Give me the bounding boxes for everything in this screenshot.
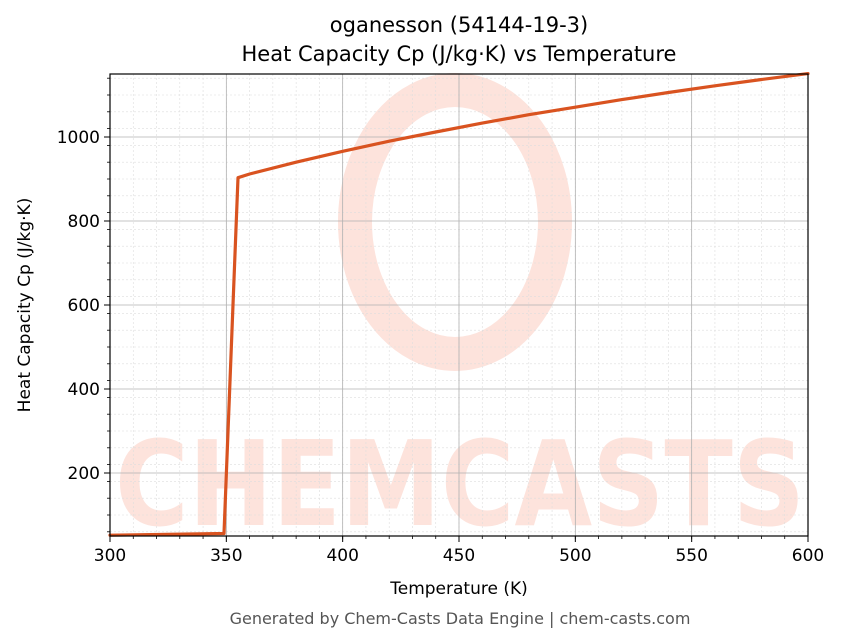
y-tick-label: 200 [68, 464, 100, 484]
y-tick-label: 1000 [57, 128, 100, 148]
x-tick-label: 600 [792, 546, 824, 566]
chart-subtitle: Heat Capacity Cp (J/kg·K) vs Temperature [242, 42, 677, 66]
series-line-1 [108, 71, 810, 537]
footer-credit: Generated by Chem-Casts Data Engine | ch… [230, 609, 691, 628]
x-tick-label: 300 [94, 546, 126, 566]
y-tick-label: 400 [68, 380, 100, 400]
watermark-ring [338, 73, 572, 371]
x-axis-label: Temperature (K) [389, 579, 528, 599]
y-tick-label: 800 [68, 212, 100, 232]
x-tick-label: 550 [675, 546, 707, 566]
x-tick-label: 450 [443, 546, 475, 566]
series-layer [108, 71, 810, 537]
chart-title: oganesson (54144-19-3) [330, 13, 588, 37]
x-tick-label: 400 [326, 546, 358, 566]
watermark: CHEMCASTS [115, 73, 805, 553]
y-tick-label: 600 [68, 296, 100, 316]
x-tick-label: 500 [559, 546, 591, 566]
axis-ticks: 300 350 400 450 500 550 600 200 400 600 800 1000 [57, 77, 824, 566]
watermark-text: CHEMCASTS [115, 415, 805, 553]
x-tick-label: 350 [210, 546, 242, 566]
y-axis-label: Heat Capacity Cp (J/kg·K) [15, 198, 35, 413]
